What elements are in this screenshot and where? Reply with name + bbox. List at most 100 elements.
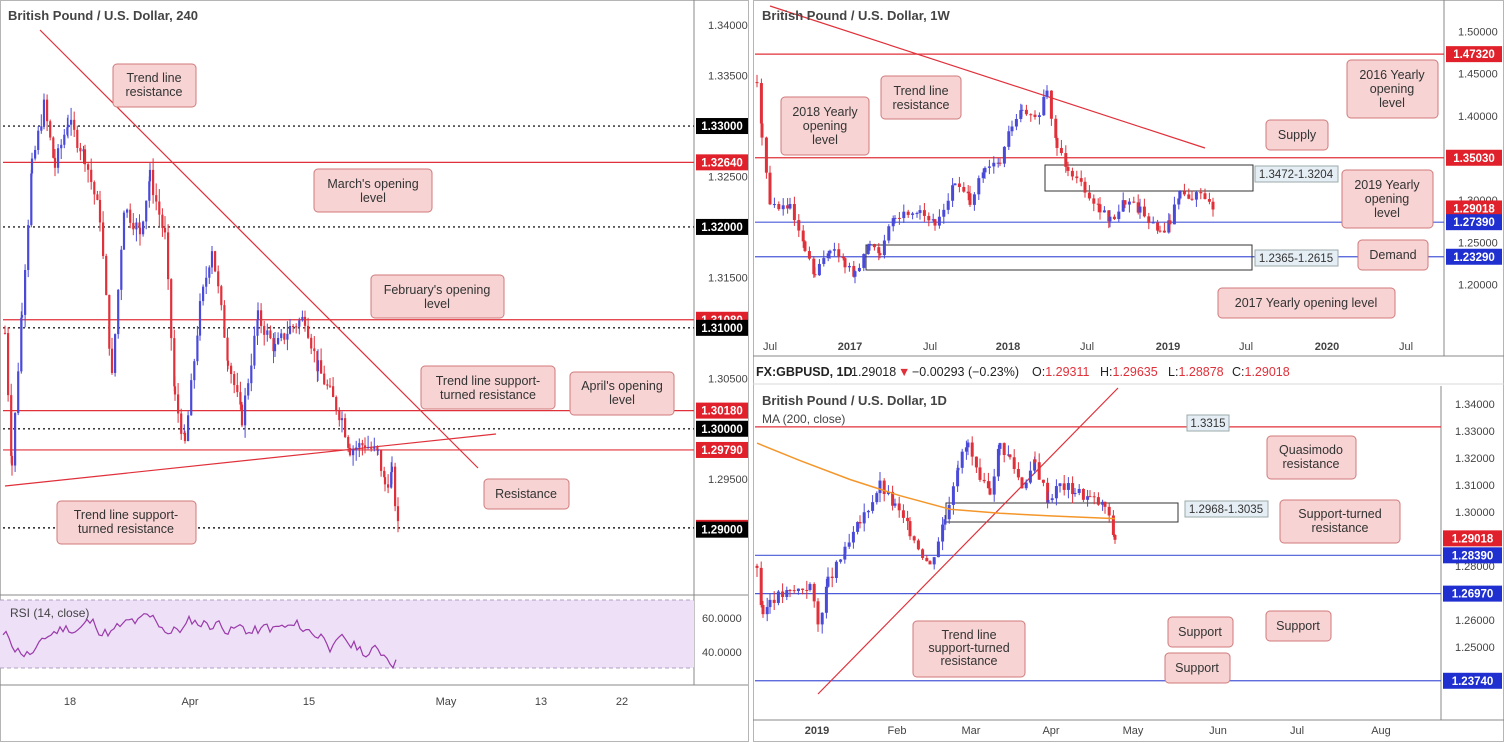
candle-body bbox=[824, 586, 828, 613]
candle-body bbox=[320, 360, 323, 374]
candle-body bbox=[53, 157, 57, 168]
candle-body bbox=[862, 512, 866, 524]
price-tag-label: 1.29018 bbox=[1452, 533, 1494, 545]
candle-body bbox=[1123, 200, 1127, 205]
annotation-support-2: Support bbox=[1265, 610, 1332, 642]
candle-body bbox=[947, 504, 951, 520]
candle-body bbox=[114, 334, 117, 373]
candle-body bbox=[822, 258, 826, 264]
candle-body bbox=[943, 519, 947, 525]
time-tick: Jul bbox=[923, 341, 937, 353]
candle-body bbox=[772, 204, 776, 206]
candle-body bbox=[796, 588, 800, 592]
candle-body bbox=[933, 219, 937, 226]
time-tick: Mar bbox=[962, 725, 981, 737]
price-tag bbox=[1446, 46, 1502, 63]
candle-body bbox=[1087, 192, 1091, 199]
d1-price-labels: 1.3315 1.2968-1.3035 bbox=[1184, 414, 1269, 518]
price-tick: 1.32000 bbox=[1455, 453, 1495, 465]
candle-body bbox=[1168, 220, 1172, 225]
candle-body bbox=[1086, 496, 1090, 500]
candle-body bbox=[882, 480, 886, 494]
candle-body bbox=[1092, 198, 1096, 204]
price-tick: 1.29500 bbox=[708, 474, 748, 486]
candle-body bbox=[10, 395, 13, 456]
candle-body bbox=[82, 149, 85, 152]
annotation-april-opening: April's opening level bbox=[569, 371, 675, 416]
candle-body bbox=[170, 279, 173, 339]
candle-body bbox=[1033, 114, 1037, 117]
candle-body bbox=[901, 510, 905, 518]
candle-body bbox=[20, 314, 24, 318]
svg-text:Demand: Demand bbox=[1369, 248, 1416, 262]
candle-body bbox=[250, 365, 253, 384]
candle-body bbox=[217, 271, 220, 287]
rsi-line bbox=[2, 613, 397, 670]
candle-body bbox=[316, 360, 320, 372]
candle-body bbox=[837, 249, 841, 257]
price-tag bbox=[1443, 530, 1502, 547]
price-tag-label: 1.29790 bbox=[701, 445, 743, 457]
candle-body bbox=[882, 240, 886, 256]
svg-text:FX:GBPUSD, 1D 1.29018: FX:GBPUSD, 1D 1.29018 ▼ −0.00293 (−0.23%… bbox=[756, 365, 1290, 379]
candle-body bbox=[843, 546, 847, 554]
annotation-support-3: Support bbox=[1164, 652, 1231, 684]
price-tag-label: 1.33000 bbox=[701, 121, 743, 133]
w1-zones bbox=[865, 164, 1254, 271]
time-tick: Feb bbox=[888, 725, 907, 737]
candle-body bbox=[812, 258, 816, 275]
candle-body bbox=[244, 395, 247, 426]
candle-body bbox=[908, 521, 912, 537]
rsi-band bbox=[0, 599, 694, 669]
d1-symbol: FX:GBPUSD, 1D bbox=[756, 365, 853, 379]
candle-body bbox=[816, 601, 820, 625]
candle-body bbox=[834, 561, 838, 578]
w1-candles bbox=[755, 74, 1215, 284]
candle-body bbox=[49, 121, 52, 138]
rsi-tick-40: 40.0000 bbox=[702, 647, 742, 659]
annotation-2017-yearly: 2017 Yearly opening level bbox=[1217, 287, 1396, 319]
w1-supply-label: 1.3472-1.3204 bbox=[1259, 169, 1334, 181]
candle-body bbox=[956, 467, 960, 471]
candle-body bbox=[263, 325, 266, 335]
candle-body bbox=[808, 584, 812, 590]
candle-body bbox=[992, 476, 996, 495]
candle-body bbox=[1058, 483, 1062, 487]
candle-body bbox=[335, 397, 338, 411]
price-tick: 1.34000 bbox=[1455, 399, 1495, 411]
candle-body bbox=[759, 567, 763, 606]
candle-body bbox=[205, 277, 208, 287]
time-tick: Apr bbox=[181, 696, 198, 708]
d1-trend-line bbox=[817, 387, 1119, 695]
candle-body bbox=[1108, 216, 1112, 222]
price-tag bbox=[1443, 672, 1502, 689]
d1-price-axis: 1.34000 1.33000 1.32000 1.31000 1.30000 1.280… bbox=[1443, 399, 1502, 689]
candle-body bbox=[396, 506, 400, 522]
candle-body bbox=[177, 394, 180, 414]
price-tag bbox=[696, 118, 748, 135]
d1-quasimodo-price: 1.3315 bbox=[1190, 418, 1225, 430]
candle-body bbox=[152, 169, 155, 196]
candle-body bbox=[253, 335, 256, 366]
candle-body bbox=[158, 201, 161, 215]
candle-body bbox=[866, 245, 870, 255]
candle-body bbox=[970, 442, 974, 457]
candle-body bbox=[1088, 496, 1092, 498]
candle-body bbox=[7, 333, 10, 396]
candle-body bbox=[832, 249, 836, 251]
candle-body bbox=[102, 222, 105, 256]
candle-body bbox=[30, 158, 34, 174]
candle-body bbox=[1194, 192, 1198, 200]
candle-body bbox=[911, 213, 915, 215]
d1-close: 1.29018 bbox=[1245, 365, 1290, 379]
candle-body bbox=[286, 333, 289, 340]
price-tick: 1.25000 bbox=[1458, 237, 1498, 249]
candle-body bbox=[951, 486, 955, 505]
price-tick: 1.20000 bbox=[1458, 279, 1498, 291]
time-tick: Jul bbox=[763, 341, 777, 353]
candle-body bbox=[1046, 500, 1050, 503]
candle-body bbox=[120, 249, 123, 290]
candle-body bbox=[777, 204, 781, 210]
price-tag-label: 1.32000 bbox=[701, 222, 743, 234]
svg-text:2017 Yearly opening level: 2017 Yearly opening level bbox=[1235, 296, 1377, 310]
